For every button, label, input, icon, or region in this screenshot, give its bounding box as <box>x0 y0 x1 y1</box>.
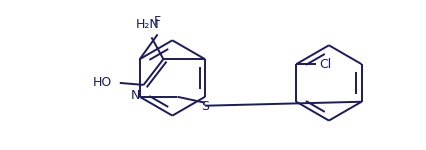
Text: H₂N: H₂N <box>135 18 159 31</box>
Text: S: S <box>201 100 209 113</box>
Text: N: N <box>131 89 140 102</box>
Text: Cl: Cl <box>318 58 331 71</box>
Text: HO: HO <box>92 76 112 89</box>
Text: F: F <box>154 15 161 28</box>
